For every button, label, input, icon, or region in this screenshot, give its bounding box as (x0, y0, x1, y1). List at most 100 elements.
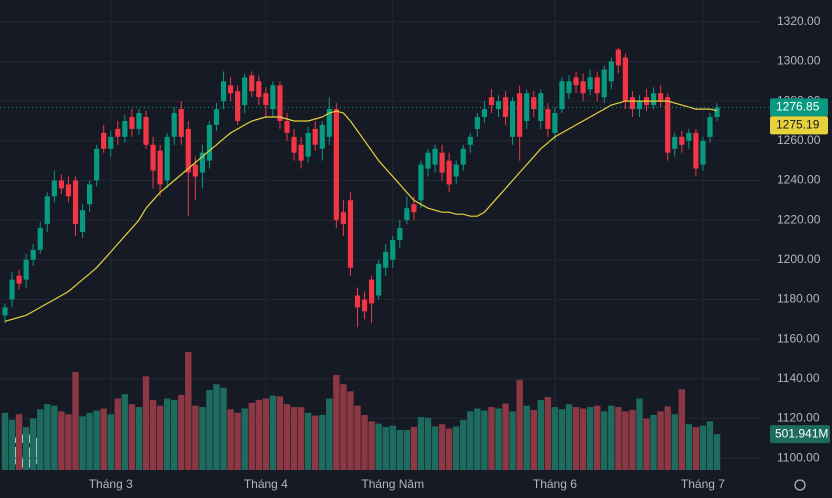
volume-tag-label: 501.941M (775, 426, 828, 440)
candle-body (171, 113, 177, 137)
volume-bar (312, 415, 319, 470)
volume-bar (79, 416, 86, 470)
volume-bar (171, 399, 178, 470)
candle-body (213, 109, 220, 125)
volume-bar (629, 409, 636, 470)
candle-body (150, 144, 156, 171)
candle-body (122, 120, 128, 137)
volume-bar (551, 407, 559, 470)
volume-bar (460, 419, 467, 470)
candle-body (30, 249, 36, 260)
candle-body (432, 148, 438, 165)
candle-body (510, 101, 516, 137)
volume-bar (565, 404, 573, 470)
volume-bar (713, 434, 721, 470)
candle-body (340, 212, 346, 225)
candle-body (651, 93, 657, 106)
candle-body (361, 299, 368, 312)
volume-bar (354, 405, 361, 470)
volume-bar (192, 405, 199, 470)
volume-bar (30, 418, 37, 470)
candle-body (601, 69, 607, 98)
volume-bar (44, 404, 51, 470)
candle-body (157, 150, 163, 185)
candle-body (376, 263, 382, 296)
volume-bar (671, 414, 678, 470)
volume-bar (178, 394, 185, 470)
volume-bar (424, 417, 432, 470)
candle-body (531, 97, 537, 110)
volume-bar (142, 376, 150, 470)
volume-bar (664, 406, 671, 470)
volume-bar (262, 398, 270, 470)
candle-body (636, 101, 643, 110)
candle-body (439, 152, 445, 173)
volume-bar (636, 398, 643, 470)
volume-bar (685, 424, 693, 470)
volume-bar (572, 407, 580, 470)
candle-body (185, 128, 191, 173)
candle-body (707, 117, 713, 137)
candle-body (2, 307, 8, 316)
volume-bar (121, 394, 129, 470)
candle-body (263, 93, 269, 106)
candle-body (418, 164, 424, 201)
candle-body (425, 152, 431, 169)
candle-body (228, 85, 234, 94)
volume-bar (37, 409, 44, 470)
candle-body (665, 97, 671, 153)
candle-body (65, 184, 72, 197)
volume-bar (516, 379, 523, 470)
candle-body (369, 279, 375, 304)
y-tick-label: 1160.00 (777, 331, 820, 345)
candle-body (580, 81, 586, 94)
volume-bar (467, 411, 474, 470)
y-tick-label: 1100.00 (777, 450, 820, 464)
volume-bar (417, 417, 425, 470)
candle-body (277, 85, 283, 121)
candle-body (622, 57, 628, 102)
volume-bar (283, 404, 291, 470)
volume (1, 352, 721, 470)
volume-bar (608, 405, 615, 470)
candle-body (481, 109, 487, 118)
candle-body (37, 228, 43, 250)
volume-bar (255, 399, 262, 470)
candle-body (383, 251, 389, 268)
volume-bar (523, 405, 530, 470)
volume-bar (65, 414, 72, 470)
candle-body (129, 117, 135, 129)
volume-tag (770, 425, 830, 444)
candle-body (404, 208, 410, 221)
candle-body (235, 91, 241, 121)
volume-bar (333, 374, 340, 470)
volume-bar (622, 411, 629, 470)
volume-bar (8, 419, 16, 470)
volume-bar (445, 428, 453, 470)
candle-body (545, 109, 551, 129)
volume-bar (601, 411, 608, 470)
axes: 1100.00 1120.00 1140.00 1160.00 1180.00 1200.… (0, 14, 830, 491)
ma-tag (770, 116, 828, 135)
candle-body (192, 164, 198, 177)
volume-bar (319, 414, 326, 470)
volume-bar (431, 426, 439, 470)
plot (2, 47, 720, 328)
volume-bar (410, 427, 418, 470)
y-tick-label: 1200.00 (777, 252, 821, 266)
volume-bar (22, 427, 30, 470)
volume-bar (678, 389, 685, 470)
volume-bar (241, 408, 248, 470)
candle-body (9, 279, 15, 300)
candle-body (298, 144, 304, 161)
volume-bar (93, 410, 100, 470)
candle-body (115, 128, 121, 137)
candle-body (136, 113, 142, 129)
price-tag (770, 98, 828, 117)
candle-body (488, 97, 495, 106)
volume-bar (537, 399, 544, 470)
candle-body (615, 49, 621, 66)
settings-icon[interactable] (794, 479, 806, 491)
volume-bar (657, 411, 664, 470)
candle-body (270, 85, 276, 110)
